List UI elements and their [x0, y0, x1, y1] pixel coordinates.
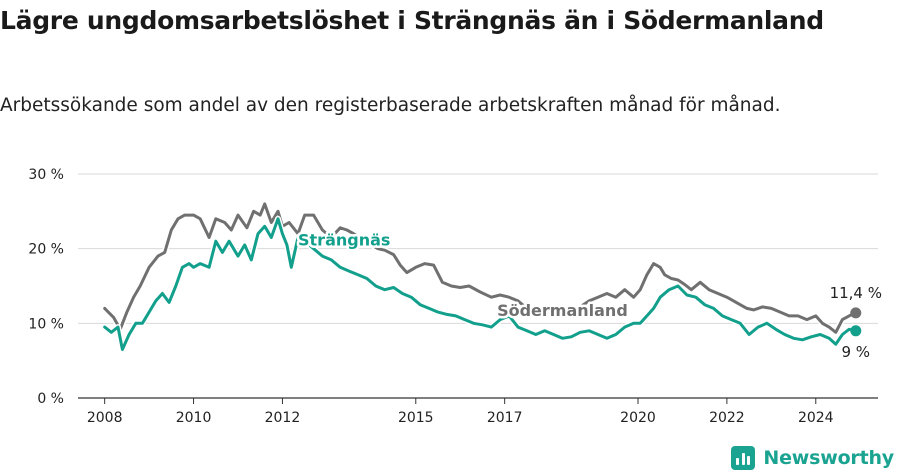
x-tick-label: 2024: [798, 410, 834, 426]
series-halo: [101, 200, 859, 336]
series-lines: [101, 200, 859, 353]
end-point: [850, 325, 862, 337]
series-line-strängnäs: [103, 217, 858, 351]
x-tick-label: 2022: [709, 410, 745, 426]
x-tick-label: 2008: [87, 410, 123, 426]
x-tick-label: 2010: [176, 410, 212, 426]
end-value-label: 9 %: [841, 343, 870, 361]
bar-chart-logo-icon: [731, 446, 756, 470]
y-tick-label: 30 %: [28, 167, 64, 183]
series-label-strängnäs: Strängnäs: [298, 230, 390, 249]
line-chart: 0 % 10 % 20 % 30 % 2008 2010 2012 2015 2017 2020…: [28, 167, 882, 426]
y-tick-label: 10 %: [28, 316, 64, 332]
x-tick-label: 2020: [620, 410, 656, 426]
brand-logo: Newsworthy: [731, 446, 894, 470]
end-value-label: 11,4 %: [830, 284, 882, 302]
brand-name: Newsworthy: [763, 447, 894, 469]
x-axis: 2008 2010 2012 2015 2017 2020 2022 2024: [87, 398, 834, 426]
x-tick-label: 2017: [487, 410, 523, 426]
series-line-södermanland: [103, 202, 858, 334]
end-point: [850, 307, 862, 319]
chart-title: Lägre ungdomsarbetslöshet i Strängnäs än…: [0, 6, 824, 35]
chart-subtitle: Arbetssökande som andel av den registerb…: [0, 95, 781, 116]
series-halo: [101, 215, 859, 353]
series-label-södermanland: Södermanland: [497, 301, 628, 320]
x-tick-label: 2012: [265, 410, 301, 426]
x-tick-label: 2015: [398, 410, 434, 426]
series-labels: 11,4 % 9 % Södermanland Strängnäs: [296, 228, 882, 361]
y-tick-label: 20 %: [28, 242, 64, 258]
y-tick-label: 0 %: [37, 391, 64, 407]
